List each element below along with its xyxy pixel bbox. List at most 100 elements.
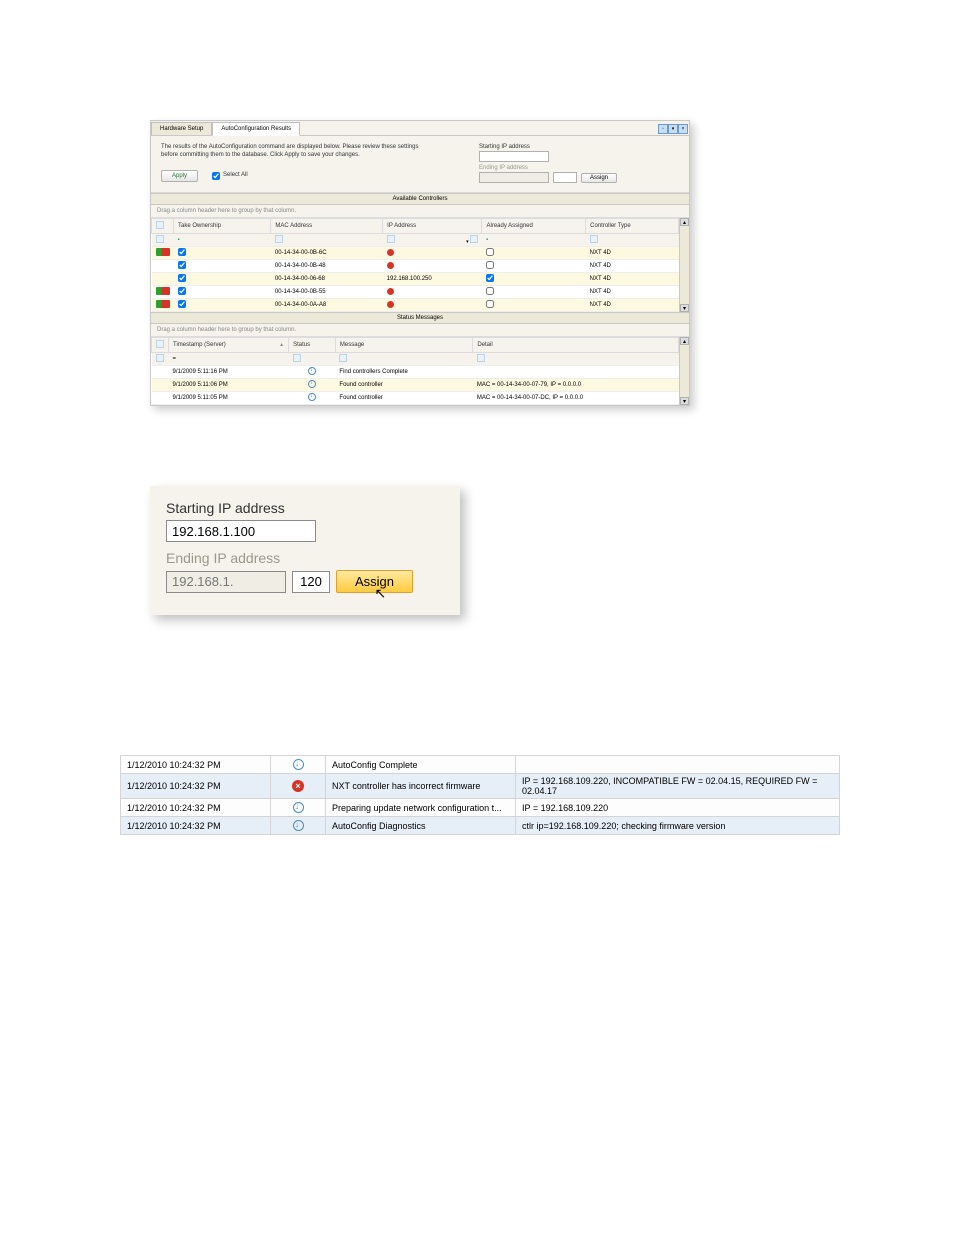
- starting-ip-label: Starting IP address: [479, 144, 679, 150]
- assigned-checkbox[interactable]: [486, 274, 494, 282]
- table-row[interactable]: 9/1/2009 5:11:05 PMFound controllerMAC =…: [152, 392, 679, 405]
- assigned-checkbox[interactable]: [486, 287, 494, 295]
- status-table: Timestamp (Server) Status Message Detail…: [151, 337, 679, 405]
- col-take-ownership[interactable]: Take Ownership: [174, 219, 271, 234]
- scroll-down-icon[interactable]: ▾: [680, 304, 689, 312]
- detail-cell: [516, 756, 840, 774]
- ip-cell: [383, 260, 482, 273]
- ip-cell: [383, 247, 482, 260]
- table-row[interactable]: 00-14-34-00-0B-6CNXT 4D: [152, 247, 679, 260]
- starting-ip-input[interactable]: [166, 520, 316, 542]
- filter-icon[interactable]: [156, 235, 164, 243]
- filter-icon[interactable]: [339, 354, 347, 362]
- table-row[interactable]: 00-14-34-00-0B-48NXT 4D: [152, 260, 679, 273]
- table-row[interactable]: 1/12/2010 10:24:32 PM × NXT controller has…: [121, 774, 840, 799]
- filter-icon[interactable]: [477, 354, 485, 362]
- info-icon: [308, 393, 316, 401]
- filter-cell[interactable]: ▪: [178, 237, 180, 243]
- scroll-up-icon[interactable]: ▴: [680, 218, 689, 226]
- assigned-checkbox[interactable]: [486, 261, 494, 269]
- ending-ip-input: [479, 172, 549, 183]
- ownership-checkbox[interactable]: [178, 274, 186, 282]
- mac-cell: 00-14-34-00-0B-55: [271, 286, 383, 299]
- group-by-hint: Drag a column header here to group by th…: [151, 324, 689, 337]
- col-type[interactable]: Controller Type: [586, 219, 679, 234]
- pin-column-header[interactable]: [152, 219, 174, 234]
- ending-ip-label: Ending IP address: [166, 550, 444, 566]
- col-message[interactable]: Message: [335, 338, 472, 353]
- error-dot-icon: [387, 301, 394, 308]
- col-timestamp[interactable]: Timestamp (Server): [169, 338, 289, 353]
- scroll-up-icon[interactable]: ▴: [680, 337, 689, 345]
- table-row[interactable]: 00-14-34-00-06-68192.168.100.250NXT 4D: [152, 273, 679, 286]
- status-messages-title: Status Messages: [151, 312, 689, 324]
- autoconfig-results-window: Hardware Setup AutoConfiguration Results…: [150, 120, 690, 406]
- ip-cell: [383, 299, 482, 312]
- detail-cell: MAC = 00-14-34-00-07-DC, IP = 0.0.0.0: [473, 392, 679, 405]
- ending-ip-octet[interactable]: [553, 172, 577, 183]
- col-mac[interactable]: MAC Address: [271, 219, 383, 234]
- ip-cell: 192.168.100.250: [383, 273, 482, 286]
- filter-cell[interactable]: ▪: [486, 237, 488, 243]
- table-row[interactable]: 9/1/2009 5:11:16 PMFind controllers Comp…: [152, 366, 679, 379]
- filter-icon[interactable]: [293, 354, 301, 362]
- type-cell: NXT 4D: [586, 299, 679, 312]
- table-row[interactable]: 1/12/2010 10:24:32 PMPreparing update ne…: [121, 799, 840, 817]
- table-row[interactable]: 00-14-34-00-0A-A8NXT 4D: [152, 299, 679, 312]
- col-assigned[interactable]: Already Assigned: [482, 219, 586, 234]
- assigned-checkbox[interactable]: [486, 248, 494, 256]
- ownership-checkbox[interactable]: [178, 261, 186, 269]
- col-ip[interactable]: IP Address: [383, 219, 482, 234]
- scroll-down-icon[interactable]: ▾: [680, 397, 689, 405]
- scrollbar[interactable]: ▴ ▾: [679, 337, 689, 405]
- tab-autoconfig-results[interactable]: AutoConfiguration Results: [212, 122, 300, 136]
- detail-cell: IP = 192.168.109.220: [516, 799, 840, 817]
- table-row[interactable]: 1/12/2010 10:24:32 PMAutoConfig Complete: [121, 756, 840, 774]
- table-row[interactable]: 00-14-34-00-0B-55NXT 4D: [152, 286, 679, 299]
- timestamp-cell: 9/1/2009 5:11:06 PM: [169, 379, 289, 392]
- ownership-checkbox[interactable]: [178, 300, 186, 308]
- ownership-checkbox[interactable]: [178, 287, 186, 295]
- filter-icon[interactable]: [387, 235, 395, 243]
- ownership-checkbox[interactable]: [178, 248, 186, 256]
- info-icon: [308, 367, 316, 375]
- pin-column-header[interactable]: [152, 338, 169, 353]
- table-row[interactable]: 9/1/2009 5:11:06 PMFound controllerMAC =…: [152, 379, 679, 392]
- timestamp-cell: 1/12/2010 10:24:32 PM: [121, 774, 271, 799]
- filter-icon[interactable]: [590, 235, 598, 243]
- close-icon[interactable]: ×: [678, 124, 688, 134]
- message-cell: AutoConfig Diagnostics: [326, 817, 516, 835]
- info-icon: [293, 802, 304, 813]
- col-status[interactable]: Status: [289, 338, 336, 353]
- mac-cell: 00-14-34-00-06-68: [271, 273, 383, 286]
- starting-ip-label: Starting IP address: [166, 500, 444, 516]
- col-detail[interactable]: Detail: [473, 338, 679, 353]
- assigned-checkbox[interactable]: [486, 300, 494, 308]
- ending-ip-label: Ending IP address: [479, 165, 679, 171]
- info-icon: [293, 759, 304, 770]
- log-table: 1/12/2010 10:24:32 PMAutoConfig Complete…: [120, 755, 840, 835]
- pin-icon[interactable]: ▫: [658, 124, 668, 134]
- timestamp-cell: 1/12/2010 10:24:32 PM: [121, 817, 271, 835]
- filter-icon[interactable]: [275, 235, 283, 243]
- ending-ip-octet-input[interactable]: [292, 571, 330, 593]
- available-controllers-title: Available Controllers: [151, 193, 689, 205]
- error-dot-icon: [387, 249, 394, 256]
- ending-ip-input: [166, 571, 286, 593]
- sort-desc-icon: [279, 342, 284, 348]
- assign-button[interactable]: Assign ↖: [336, 570, 413, 593]
- scrollbar[interactable]: ▴ ▾: [679, 218, 689, 312]
- dropdown-icon[interactable]: ▾: [668, 124, 678, 134]
- assign-button[interactable]: Assign: [581, 173, 617, 183]
- filter-icon: [156, 340, 164, 348]
- starting-ip-input[interactable]: [479, 151, 549, 162]
- select-all-checkbox[interactable]: Select All: [212, 172, 248, 180]
- apply-button[interactable]: Apply: [161, 170, 198, 182]
- filter-icon[interactable]: [156, 354, 164, 362]
- message-cell: NXT controller has incorrect firmware: [326, 774, 516, 799]
- error-dot-icon: [387, 262, 394, 269]
- tab-hardware-setup[interactable]: Hardware Setup: [151, 122, 212, 135]
- error-icon: ×: [292, 780, 304, 792]
- table-row[interactable]: 1/12/2010 10:24:32 PM AutoConfig Diagnost…: [121, 817, 840, 835]
- info-icon: [293, 820, 304, 831]
